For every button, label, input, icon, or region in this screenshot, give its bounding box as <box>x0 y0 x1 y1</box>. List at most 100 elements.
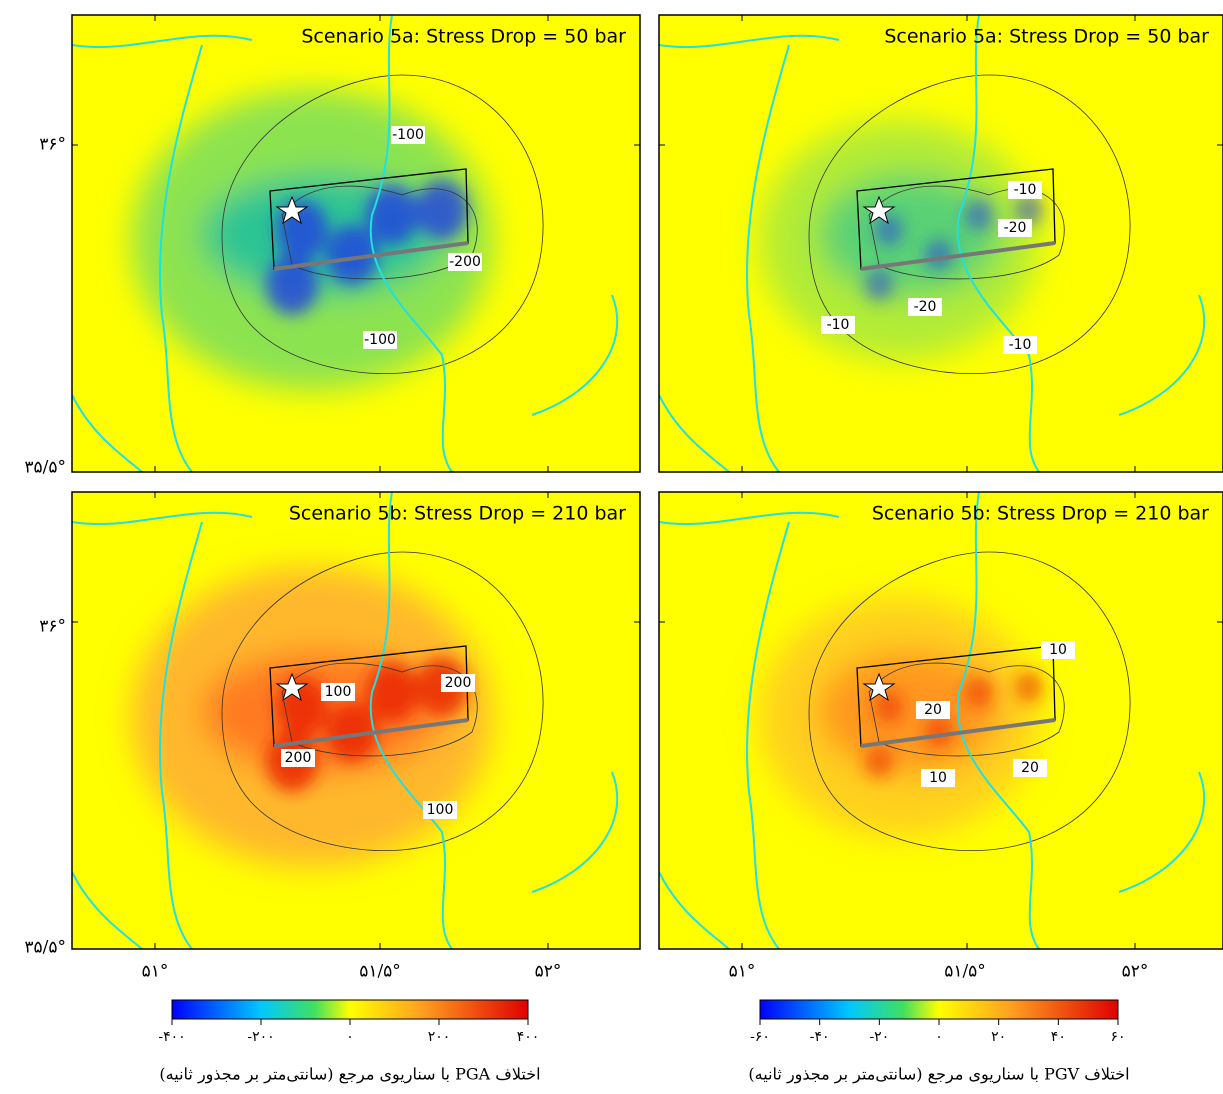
contour-label-bg <box>423 801 457 819</box>
map-panel: Scenario 5b: Stress Drop = 210 bar <box>658 491 1223 950</box>
river <box>659 521 1206 949</box>
anomaly-spot <box>1015 194 1043 226</box>
contour-label: -10 <box>827 317 850 333</box>
colorbar-tick-label: ۴۰ <box>1051 1029 1066 1045</box>
contour-label: -20 <box>1004 220 1027 236</box>
contour <box>868 662 1065 757</box>
map-panel: Scenario 5b: Stress Drop = 210 bar <box>71 491 641 950</box>
contour-label: -10 <box>1014 182 1037 198</box>
colorbar-tick-label: ۲۰ <box>991 1029 1006 1045</box>
fault-trace <box>273 241 469 271</box>
colorbar-tick-label: -۲۰۰ <box>247 1029 274 1045</box>
contour-label: 10 <box>929 770 947 786</box>
contour <box>808 74 1131 374</box>
river <box>72 44 619 472</box>
x-axis-label: ۵۲° <box>535 962 562 982</box>
epicenter-star <box>275 195 309 225</box>
anomaly-spot <box>326 702 378 762</box>
contour-label-bg <box>391 126 425 144</box>
map-field <box>659 492 1223 949</box>
contour <box>281 185 478 280</box>
colorbar-tick-label: ۴۰۰ <box>517 1029 540 1045</box>
river <box>72 492 453 949</box>
contour-label: 10 <box>1049 642 1067 658</box>
contour-label-bg <box>448 253 482 271</box>
anomaly-mid <box>819 175 999 295</box>
x-axis-label: ۵۲° <box>1122 962 1149 982</box>
contour-label: -10 <box>1009 337 1032 353</box>
contour-label: -200 <box>449 254 481 270</box>
contour <box>808 551 1131 851</box>
anomaly-core <box>865 671 1043 778</box>
contour-label: -100 <box>364 332 396 348</box>
y-axis-label: ۳۶° <box>39 135 66 155</box>
colorbar <box>759 999 1119 1020</box>
panel-title: Scenario 5a: Stress Drop = 50 bar <box>884 26 1209 48</box>
anomaly-spot <box>925 239 953 271</box>
x-axis-label: ۵۱° <box>142 962 169 982</box>
anomaly-spot <box>925 716 953 748</box>
panel-title: Scenario 5b: Stress Drop = 210 bar <box>289 503 626 525</box>
fault-trace <box>273 718 469 748</box>
anomaly-spot <box>366 185 418 245</box>
contour <box>221 551 544 851</box>
map-field <box>72 492 640 949</box>
colorbar-tick-label: -۴۰ <box>810 1029 830 1045</box>
contour-label-bg <box>281 749 315 767</box>
anomaly-spot <box>416 180 468 240</box>
contour <box>868 185 1065 280</box>
anomaly-spot <box>875 214 903 246</box>
contour-label-bg <box>908 298 942 316</box>
y-axis-label: ۳۵/۵° <box>24 938 66 958</box>
anomaly-spot <box>1015 671 1043 703</box>
epicenter-star <box>862 195 896 225</box>
epicenter-star <box>275 672 309 702</box>
contour-label: 100 <box>427 802 454 818</box>
anomaly-spot <box>366 662 418 722</box>
contour-label-bg <box>321 683 355 701</box>
panel-frame <box>71 491 641 950</box>
y-axis-label: ۳۵/۵° <box>24 458 66 478</box>
panel-title: Scenario 5b: Stress Drop = 210 bar <box>872 503 1209 525</box>
contour <box>221 74 544 374</box>
contour-label-bg <box>1041 641 1075 659</box>
contour-label: 100 <box>325 684 352 700</box>
panel-frame <box>658 491 1223 950</box>
map-panel: Scenario 5a: Stress Drop = 50 bar <box>71 14 641 473</box>
x-axis-label: ۵۱/۵° <box>944 962 986 982</box>
anomaly-spot <box>865 269 893 301</box>
contour-label-bg <box>1013 759 1047 777</box>
contour-label-bg <box>1003 336 1037 354</box>
anomaly-spot <box>965 676 993 708</box>
river <box>659 44 1206 472</box>
y-axis-label: ۳۶° <box>39 617 66 637</box>
contour-label: 20 <box>1021 760 1039 776</box>
contour-label: -100 <box>392 127 424 143</box>
colorbar-tick-label: -۲۰ <box>869 1029 889 1045</box>
river <box>659 492 1040 949</box>
contour-label-bg <box>916 701 950 719</box>
contour-label-bg <box>441 674 475 692</box>
river <box>72 15 453 472</box>
contour-label-bg <box>363 331 397 349</box>
fault-trace <box>860 241 1056 271</box>
panel-title: Scenario 5a: Stress Drop = 50 bar <box>301 26 626 48</box>
map-panel: Scenario 5a: Stress Drop = 50 bar <box>658 14 1223 473</box>
panel-frame <box>658 14 1223 473</box>
x-axis-label: ۵۱/۵° <box>359 962 401 982</box>
colorbar-tick-label: -۴۰۰ <box>158 1029 185 1045</box>
contour-label: 20 <box>924 702 942 718</box>
map-field <box>659 15 1223 472</box>
river <box>659 15 1040 472</box>
colorbar <box>171 999 529 1020</box>
map-field <box>72 15 640 472</box>
colorbar-caption: اختلاف PGA با سناریوی مرجع (سانتی‌متر بر… <box>159 1065 540 1084</box>
anomaly-spot <box>965 199 993 231</box>
x-axis-label: ۵۱° <box>729 962 756 982</box>
contour-label: -20 <box>914 299 937 315</box>
colorbar-tick-label: ۰ <box>935 1029 943 1045</box>
contour-label-bg <box>921 769 955 787</box>
anomaly-core <box>865 194 1043 301</box>
contour-label-bg <box>1008 181 1042 199</box>
